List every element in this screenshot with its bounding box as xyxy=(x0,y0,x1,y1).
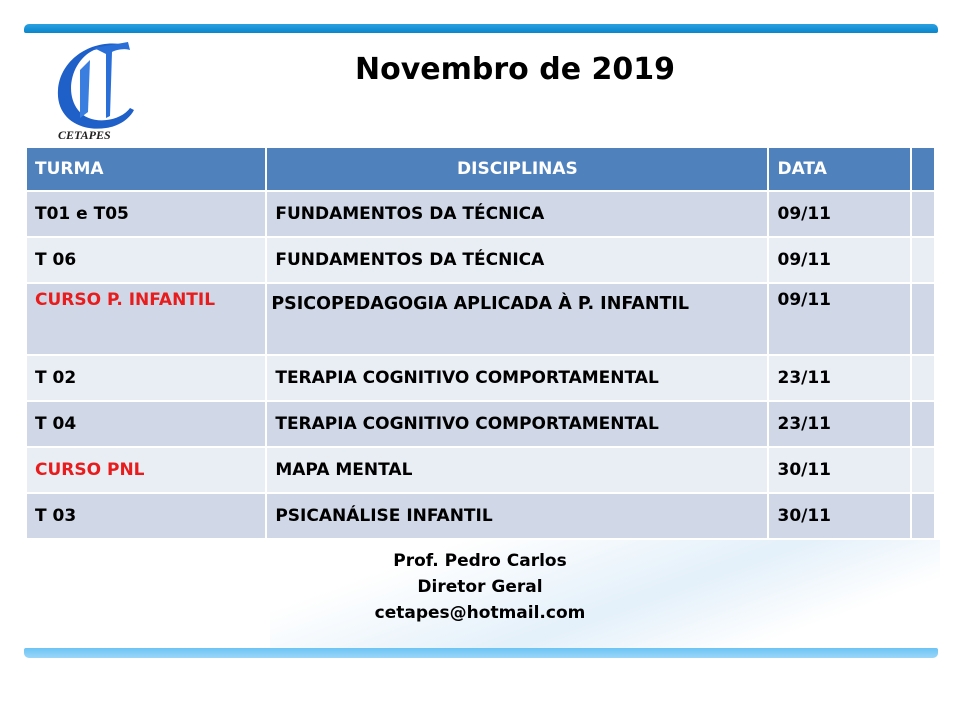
cetapes-logo-icon xyxy=(57,42,135,129)
cell-disciplina: TERAPIA COGNITIVO COMPORTAMENTAL xyxy=(267,402,768,446)
cell-empty xyxy=(912,356,934,400)
cell-data: 30/11 xyxy=(769,494,911,538)
cell-data: 23/11 xyxy=(769,356,911,400)
cell-data: 23/11 xyxy=(769,402,911,446)
footer: Prof. Pedro Carlos Diretor Geral cetapes… xyxy=(0,548,960,626)
cell-turma: T 06 xyxy=(27,238,266,282)
table-row: T 04 TERAPIA COGNITIVO COMPORTAMENTAL 23… xyxy=(27,402,934,446)
cell-empty xyxy=(912,448,934,492)
cell-data: 09/11 xyxy=(769,192,911,236)
header-disciplinas: DISCIPLINAS xyxy=(267,148,768,190)
table-row: T 02 TERAPIA COGNITIVO COMPORTAMENTAL 23… xyxy=(27,356,934,400)
cell-data: 30/11 xyxy=(769,448,911,492)
cell-empty xyxy=(912,192,934,236)
cell-disciplina: TERAPIA COGNITIVO COMPORTAMENTAL xyxy=(267,356,768,400)
top-band xyxy=(24,24,938,33)
table-row: T 03 PSICANÁLISE INFANTIL 30/11 xyxy=(27,494,934,538)
footer-email: cetapes@hotmail.com xyxy=(374,603,586,623)
table-row: CURSO PNL MAPA MENTAL 30/11 xyxy=(27,448,934,492)
cell-empty xyxy=(912,494,934,538)
cell-turma: CURSO PNL xyxy=(27,448,266,492)
background-swoosh xyxy=(270,540,940,650)
cell-data: 09/11 xyxy=(769,238,911,282)
cell-disciplina: PSICOPEDAGOGIA APLICADA À P. INFANTIL xyxy=(267,284,768,354)
cell-data: 09/11 xyxy=(769,284,911,354)
cell-turma: T 04 xyxy=(27,402,266,446)
table-header: TURMA DISCIPLINAS DATA xyxy=(27,148,934,190)
cell-disciplina: PSICANÁLISE INFANTIL xyxy=(267,494,768,538)
footer-name: Prof. Pedro Carlos xyxy=(393,551,567,571)
page-title: Novembro de 2019 xyxy=(355,52,675,87)
header-extra xyxy=(912,148,934,190)
cell-empty xyxy=(912,284,934,354)
table-row: CURSO P. INFANTIL PSICOPEDAGOGIA APLICAD… xyxy=(27,284,934,354)
cell-turma: T01 e T05 xyxy=(27,192,266,236)
schedule-table: TURMA DISCIPLINAS DATA T01 e T05 FUNDAME… xyxy=(25,146,936,540)
cell-turma: T 03 xyxy=(27,494,266,538)
header-data: DATA xyxy=(769,148,911,190)
cell-turma: CURSO P. INFANTIL xyxy=(27,284,266,354)
cell-empty xyxy=(912,238,934,282)
bottom-band xyxy=(24,648,938,658)
cell-disciplina: MAPA MENTAL xyxy=(267,448,768,492)
cell-disciplina: FUNDAMENTOS DA TÉCNICA xyxy=(267,192,768,236)
logo-text: CETAPES xyxy=(58,128,111,142)
table-row: T01 e T05 FUNDAMENTOS DA TÉCNICA 09/11 xyxy=(27,192,934,236)
cell-disciplina: FUNDAMENTOS DA TÉCNICA xyxy=(267,238,768,282)
cell-empty xyxy=(912,402,934,446)
header-turma: TURMA xyxy=(27,148,266,190)
footer-role: Diretor Geral xyxy=(417,577,543,597)
cell-turma: T 02 xyxy=(27,356,266,400)
table-row: T 06 FUNDAMENTOS DA TÉCNICA 09/11 xyxy=(27,238,934,282)
